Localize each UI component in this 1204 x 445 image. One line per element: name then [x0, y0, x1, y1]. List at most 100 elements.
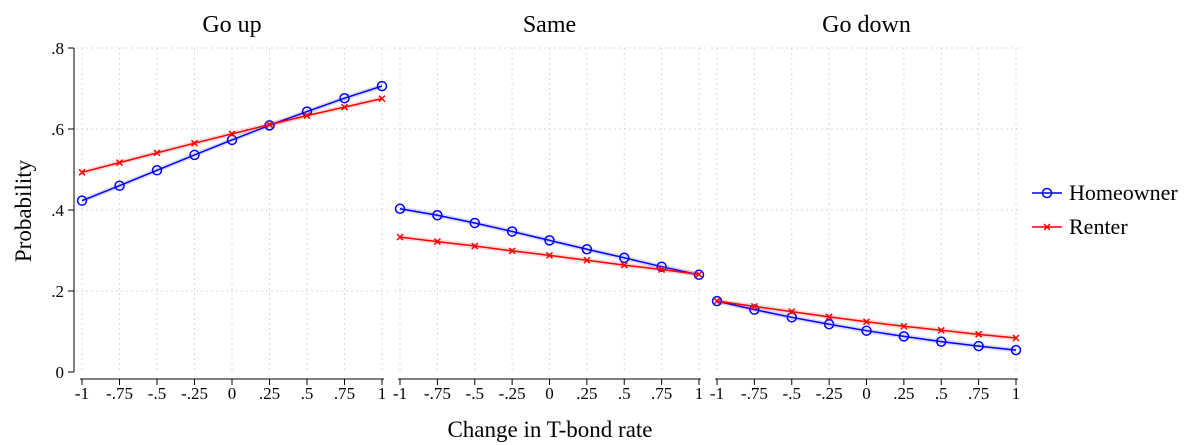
data-point-homeowner [544, 235, 555, 246]
legend-marker-homeowner [1041, 187, 1053, 199]
y-axis-title: Probability [11, 159, 36, 262]
data-point-renter [900, 322, 908, 330]
data-point-homeowner [76, 195, 88, 206]
x-tick-label: 0 [228, 384, 237, 403]
data-point-renter [153, 149, 161, 157]
data-point-homeowner [226, 134, 238, 146]
data-point-homeowner [693, 269, 705, 281]
data-point-renter [788, 308, 796, 316]
y-tick-label: .2 [51, 282, 64, 301]
data-point-renter [1012, 334, 1020, 342]
data-point-renter [265, 121, 274, 129]
series-homeowner [394, 203, 705, 281]
data-point-homeowner [973, 340, 984, 352]
x-tick-label: .5 [301, 384, 314, 403]
x-tick-label: -.75 [741, 384, 768, 403]
data-point-renter [825, 313, 833, 321]
data-point-homeowner [581, 244, 593, 255]
series-band-homeowner [717, 298, 1016, 353]
data-point-renter [228, 130, 236, 138]
data-point-homeowner [151, 165, 163, 176]
data-point-homeowner [469, 217, 480, 229]
data-point-renter [862, 318, 871, 326]
data-point-homeowner [936, 336, 947, 347]
data-point-renter [340, 103, 349, 111]
legend-label-renter: Renter [1069, 214, 1128, 239]
data-point-renter [190, 139, 199, 147]
x-tick-label: .25 [259, 384, 280, 403]
data-point-renter [78, 168, 86, 176]
series-band-homeowner [400, 206, 699, 278]
x-axis-title: Change in T-bond rate [447, 417, 652, 442]
series-homeowner [711, 295, 1022, 356]
data-point-renter [658, 266, 666, 274]
data-point-renter [937, 326, 945, 334]
x-tick-label: 1 [695, 384, 704, 403]
panel-title: Go down [822, 12, 911, 38]
panel-same: Same -1 -.75 -.5 -.25 0 .25 .5 .75 1 [393, 12, 705, 403]
x-tick-label: .75 [968, 384, 989, 403]
x-tick-label: -.25 [816, 384, 843, 403]
x-tick-label: -.5 [466, 384, 484, 403]
x-tick-label: 1 [378, 384, 387, 403]
data-point-homeowner [394, 203, 406, 215]
x-tick-label: -.25 [499, 384, 526, 403]
x-tick-label: .75 [334, 384, 355, 403]
series-renter [713, 297, 1020, 342]
x-tick-label: -.5 [148, 384, 166, 403]
x-tick-label: -1 [75, 384, 89, 403]
data-point-renter [433, 238, 441, 246]
data-point-homeowner [376, 80, 388, 92]
data-point-renter [695, 270, 703, 278]
legend-label-homeowner: Homeowner [1069, 180, 1178, 205]
data-point-renter [750, 302, 758, 310]
data-point-homeowner [823, 318, 835, 330]
x-tick-label: -1 [393, 384, 407, 403]
data-point-renter [303, 112, 311, 120]
data-point-renter [508, 247, 516, 255]
data-point-renter [396, 233, 404, 241]
data-point-homeowner [861, 325, 872, 336]
y-tick-label: .8 [51, 39, 64, 58]
data-point-renter [471, 242, 479, 250]
x-tick-label: .25 [893, 384, 914, 403]
x-tick-label: -1 [710, 384, 724, 403]
data-point-homeowner [1010, 344, 1022, 356]
data-point-homeowner [898, 331, 910, 342]
y-tick-label: .6 [51, 120, 64, 139]
data-point-homeowner [506, 226, 518, 237]
data-point-renter [545, 251, 554, 259]
data-point-homeowner [114, 180, 125, 191]
panel-title: Same [523, 12, 576, 38]
panels: Go up -1 -.75 -.5 -.25 0 .25 .5 .75 1 Same -1 -.75 -.… [75, 12, 1022, 403]
series-band-homeowner [82, 83, 382, 204]
data-point-renter [583, 256, 591, 264]
series-line-homeowner [716, 300, 1017, 351]
series-renter [396, 233, 703, 278]
data-point-homeowner [656, 261, 667, 272]
x-tick-label: -.25 [181, 384, 208, 403]
data-point-homeowner [189, 149, 200, 161]
data-point-homeowner [432, 210, 443, 221]
x-tick-label: -.75 [106, 384, 133, 403]
data-point-renter [620, 261, 628, 269]
legend-item-homeowner: Homeowner [1032, 180, 1178, 205]
x-tick-label: .5 [935, 384, 948, 403]
data-point-homeowner [786, 312, 797, 323]
data-point-renter [378, 95, 386, 103]
series-line-homeowner [81, 85, 383, 202]
x-tick-label: .25 [576, 384, 597, 403]
x-tick-label: .5 [618, 384, 631, 403]
panel-go-down: Go down -1 -.75 -.5 -.25 0 .25 .5 .75 1 [710, 12, 1022, 403]
series-line-homeowner [399, 208, 700, 276]
x-tick-label: -.5 [783, 384, 801, 403]
x-tick-label: 1 [1012, 384, 1021, 403]
data-point-homeowner [339, 92, 350, 104]
x-tick-label: 0 [862, 384, 871, 403]
legend: Homeowner Renter [1032, 180, 1178, 239]
x-tick-label: 0 [545, 384, 554, 403]
panel-title: Go up [202, 12, 261, 38]
x-tick-label: -.75 [424, 384, 451, 403]
legend-item-renter: Renter [1032, 214, 1128, 239]
